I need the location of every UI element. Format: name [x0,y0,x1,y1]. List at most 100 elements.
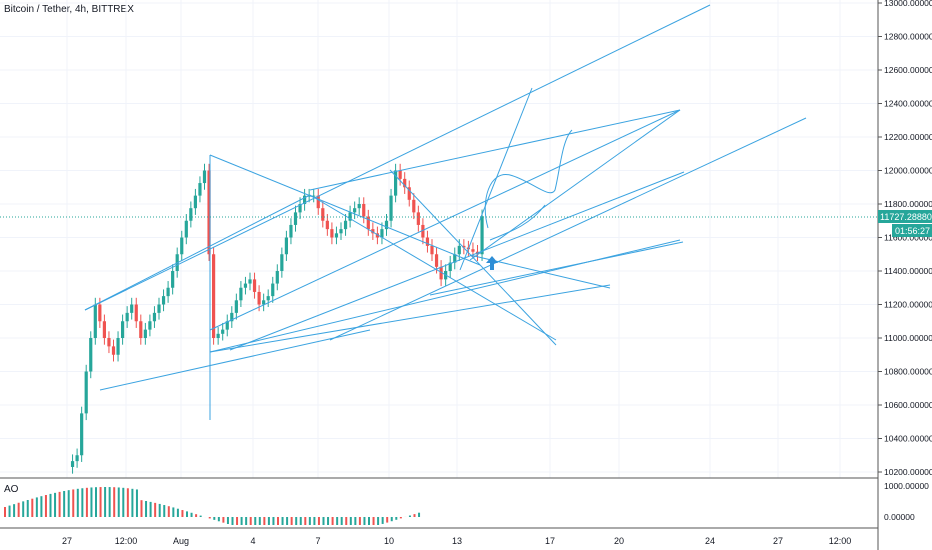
candle-body [257,291,261,305]
ao-bar [49,493,52,517]
candle-body [434,254,439,267]
ao-bar [304,517,307,525]
candle-body [403,178,407,188]
candle-body [193,195,197,209]
candle-body [207,170,211,255]
candle-body [166,287,170,297]
ao-bar [231,517,234,525]
ao-bar [372,517,375,525]
candle-body [430,245,434,255]
ao-bar [267,517,270,525]
ao-bar [322,517,325,525]
ao-bar [17,502,20,517]
ao-bar [313,517,316,525]
candle-body [448,262,452,271]
freehand-path [489,204,546,241]
ao-bar [363,517,366,525]
ao-bar [4,507,6,517]
ao-bar [22,501,25,517]
ao-bar [63,490,66,517]
ao-bar [26,500,29,517]
candle-body [457,245,461,255]
candle-body [143,329,147,338]
time-tick-label: 12:00 [829,536,852,546]
price-tick-label: 11000.00000 [884,333,932,343]
candle-body [280,254,284,271]
candle-body [234,300,238,313]
ao-bar [217,517,220,522]
candle-body [243,283,248,288]
ao-bar [377,517,380,525]
price-tick-label: 12800.00000 [884,32,932,42]
candle-body [425,237,430,246]
candle-body [389,195,393,221]
ao-bar [104,487,107,517]
trendline [329,117,807,341]
price-axis[interactable]: 13000.00000 12800.00000 12600.00000 12400.0… [878,0,932,477]
candle-body [398,170,402,179]
ao-bar [281,517,284,525]
price-tick-label: 12200.00000 [884,132,932,142]
candle-body [70,461,75,467]
ao-bar [327,517,330,525]
price-tick-label: 12000.00000 [884,166,932,176]
candle-body [157,304,161,313]
candle-body [312,195,316,197]
candle-body [148,321,152,330]
time-tick-label: 4 [250,536,255,546]
candle-body [375,233,379,238]
time-tick-label: 13 [452,536,462,546]
candle-body [439,266,443,280]
ao-bar [381,517,384,524]
ao-bar [172,507,175,517]
time-tick-label: 27 [773,536,783,546]
ao-bar [149,501,152,517]
price-tick-label: 10800.00000 [884,367,932,377]
price-tick-label: 12600.00000 [884,65,932,75]
candle-body [271,283,275,297]
ao-bar [135,489,138,517]
ao-bar [390,517,393,522]
ao-bar [413,514,416,517]
time-tick-label: 17 [545,536,555,546]
trendline [229,171,685,351]
trendline [99,329,371,391]
candle-body [202,170,207,184]
drawings [84,4,807,420]
ao-bar [349,517,352,525]
candle-body [366,216,370,230]
ao-axis: 1000.00000 0.00000 [884,481,929,522]
candle-body [212,254,216,338]
ao-bar [58,491,61,517]
candle-body [171,271,175,288]
time-axis[interactable]: 27 12:00 Aug 4 7 10 13 17 20 24 27 12:00 [62,536,851,546]
time-tick-label: 27 [62,536,72,546]
price-tick-label: 11400.00000 [884,266,932,276]
trendline [209,109,681,331]
ao-bar [67,490,70,517]
ao-bar [290,517,293,525]
candle-body [89,338,93,372]
time-tick-label: 7 [315,536,320,546]
price-tick-label: 11800.00000 [884,199,932,209]
trendline [469,109,681,261]
ao-bar [54,492,57,517]
candle-body [152,312,157,322]
candle-body [121,321,125,338]
ao-bar [295,517,298,525]
price-tick-label: 13000.00000 [884,0,932,8]
candle-body [416,212,420,225]
candle-body [353,208,357,213]
candle-body [139,321,143,338]
candle-body [102,321,106,338]
time-tick-label: Aug [173,536,189,546]
candle-body [130,304,134,313]
candle-body [180,237,184,255]
candle-body [111,346,116,355]
candle-body [421,224,425,238]
ao-bar [249,517,252,525]
candle-body [316,195,320,209]
candle-body [289,224,293,238]
ao-bar [340,517,343,525]
